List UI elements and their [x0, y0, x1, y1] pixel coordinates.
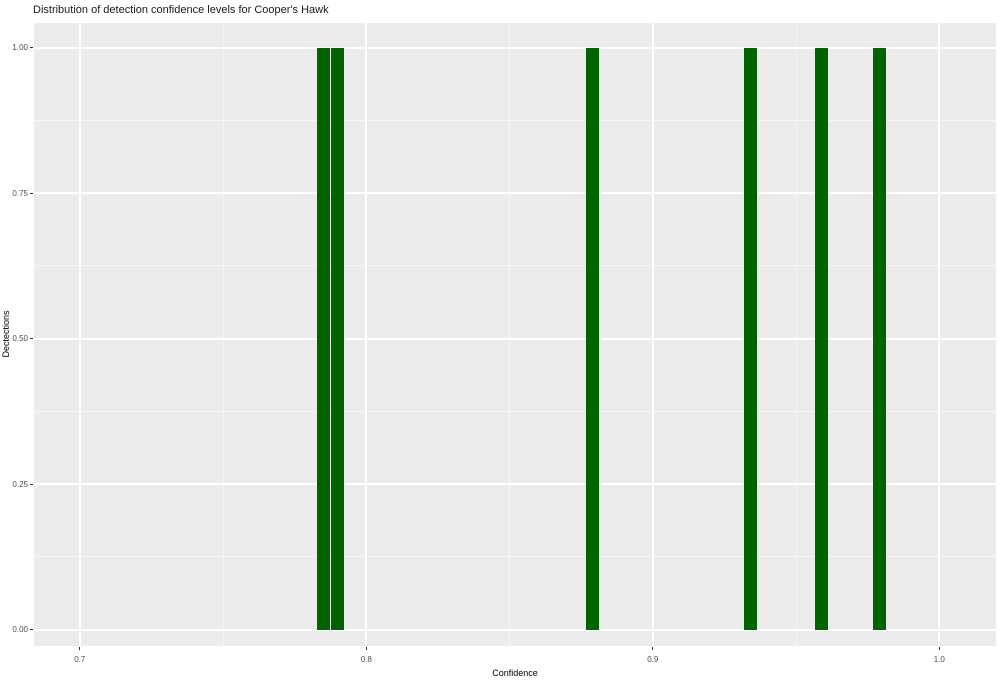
gridline-x-minor	[509, 23, 511, 646]
gridline-y-major	[34, 483, 996, 485]
gridline-y-major	[34, 628, 996, 631]
gridline-x-major	[938, 23, 941, 646]
gridline-y-minor	[34, 410, 996, 412]
x-axis-tick-mark	[365, 647, 367, 650]
y-tick-label: 0.50	[12, 334, 28, 343]
x-tick-label: 0.9	[647, 655, 659, 664]
histogram-bar	[331, 47, 345, 630]
histogram-bar	[316, 47, 330, 630]
y-axis-tick-mark	[30, 47, 33, 48]
histogram-bar	[815, 47, 829, 630]
gridline-y-minor	[34, 556, 996, 558]
chart-title: Distribution of detection confidence lev…	[33, 4, 329, 16]
gridline-y-minor	[34, 265, 996, 267]
gridline-x-minor	[795, 23, 797, 646]
x-tick-label: 0.8	[360, 655, 372, 664]
x-axis-tick-mark	[79, 647, 81, 650]
y-axis-tick-mark	[30, 338, 33, 339]
histogram-bar	[743, 47, 757, 630]
gridline-x-major	[651, 23, 654, 646]
x-tick-label: 1.0	[933, 655, 945, 664]
gridline-x-minor	[222, 23, 224, 646]
gridline-x-major	[78, 23, 81, 646]
y-tick-label: 0.00	[12, 625, 28, 634]
y-tick-label: 0.25	[12, 479, 28, 489]
gridline-y-major	[34, 46, 996, 49]
gridline-y-major	[34, 192, 996, 194]
x-axis-label: Confidence	[492, 668, 538, 678]
x-axis-tick-mark	[652, 647, 654, 650]
y-axis-tick-mark	[30, 192, 33, 194]
histogram-bar	[872, 47, 886, 630]
y-axis-tick-mark	[30, 483, 33, 485]
plot-panel	[34, 23, 996, 646]
y-axis-tick-mark	[30, 629, 33, 630]
gridline-y-minor	[34, 119, 996, 121]
x-tick-label: 0.7	[74, 655, 86, 664]
y-tick-label: 0.75	[12, 188, 28, 198]
gridline-x-major	[365, 23, 368, 646]
gridline-y-major	[34, 337, 996, 340]
histogram-bar	[586, 47, 600, 630]
x-axis-tick-mark	[938, 647, 940, 650]
y-tick-label: 1.00	[12, 43, 28, 52]
